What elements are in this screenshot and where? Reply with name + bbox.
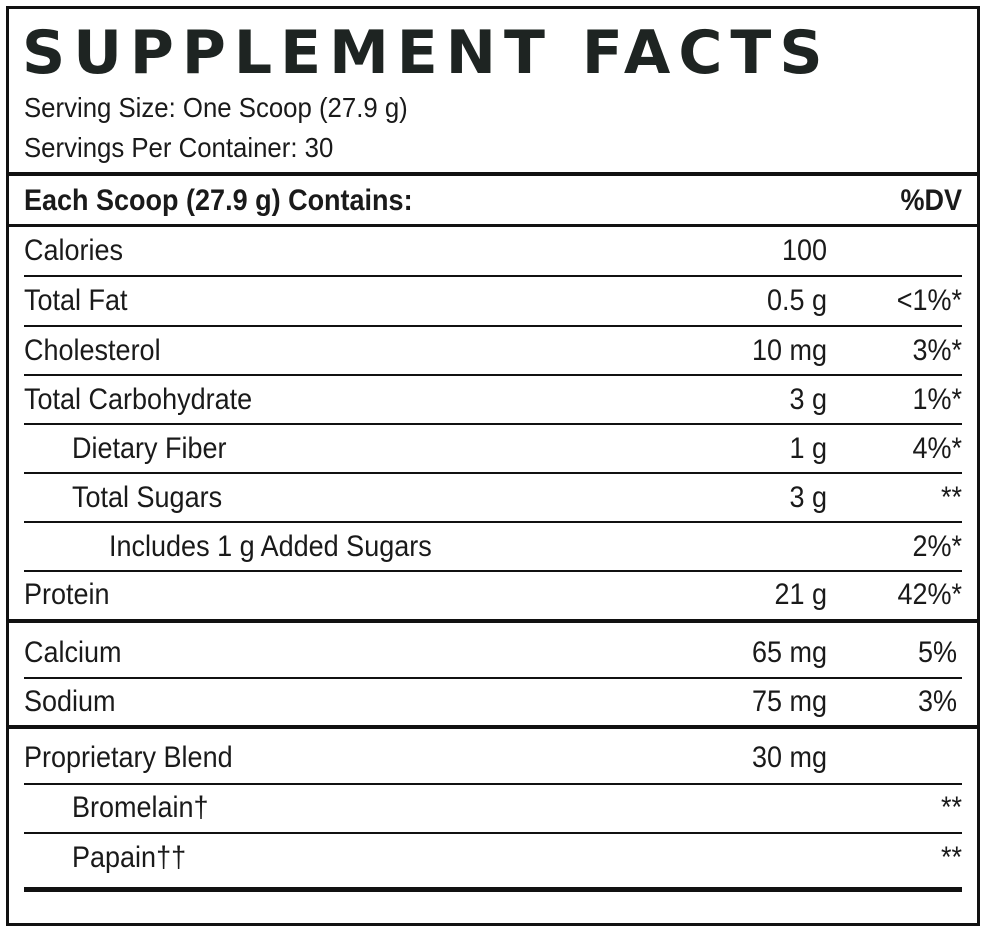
row-amount: 75 mg [751, 685, 827, 718]
serving-size: Serving Size: One Scoop (27.9 g) [24, 92, 408, 123]
row-divider [24, 275, 962, 277]
row-name: Papain†† [72, 841, 187, 874]
row-name: Includes 1 g Added Sugars [109, 530, 432, 563]
table-row: Dietary Fiber 1 g 4%* [9, 427, 977, 471]
row-amount: 1 g [789, 432, 827, 465]
table-row: Proprietary Blend 30 mg [9, 736, 977, 780]
row-dv: 4%* [912, 432, 962, 465]
row-name: Dietary Fiber [72, 432, 227, 465]
row-name: Bromelain† [72, 791, 209, 824]
row-divider [24, 423, 962, 425]
servings-per-container: Servings Per Container: 30 [24, 132, 334, 163]
table-row: Includes 1 g Added Sugars 2%* [9, 525, 977, 569]
supplement-facts-panel: SUPPLEMENT FACTS Serving Size: One Scoop… [6, 6, 980, 926]
row-name: Calories [24, 234, 124, 267]
row-amount: 3 g [789, 481, 827, 514]
row-dv: 3%* [912, 334, 962, 367]
table-row: Total Carbohydrate 3 g 1%* [9, 378, 977, 422]
table-row: Calcium 65 mg 5% [9, 631, 977, 675]
row-name: Total Sugars [72, 481, 223, 514]
row-divider [24, 325, 962, 327]
row-name: Total Carbohydrate [24, 383, 253, 416]
header-dv: %DV [900, 184, 962, 217]
row-name: Protein [24, 578, 110, 611]
row-divider [24, 783, 962, 785]
row-dv: ** [940, 791, 962, 824]
row-dv: <1%* [896, 284, 962, 317]
row-name: Total Fat [24, 284, 128, 317]
bottom-thick-divider [24, 887, 962, 892]
row-divider [24, 570, 962, 572]
row-divider [24, 472, 962, 474]
row-dv: 5% [917, 636, 957, 669]
row-name: Sodium [24, 685, 116, 718]
table-header: Each Scoop (27.9 g) Contains: %DV [9, 179, 977, 223]
table-row: Calories 100 [9, 229, 977, 273]
row-divider [24, 374, 962, 376]
table-row: Sodium 75 mg 3% [9, 680, 977, 724]
row-dv: ** [940, 481, 962, 514]
table-row: Total Fat 0.5 g <1%* [9, 279, 977, 323]
row-amount: 3 g [789, 383, 827, 416]
row-amount: 30 mg [751, 741, 827, 774]
row-amount: 0.5 g [766, 284, 827, 317]
table-row: Protein 21 g 42%* [9, 573, 977, 617]
row-name: Proprietary Blend [24, 741, 233, 774]
row-amount: 10 mg [751, 334, 827, 367]
row-divider [24, 677, 962, 679]
row-dv: 3% [917, 685, 957, 718]
thick-divider [9, 172, 977, 176]
row-name: Calcium [24, 636, 122, 669]
table-row: Papain†† ** [9, 836, 977, 880]
header-label: Each Scoop (27.9 g) Contains: [24, 184, 413, 217]
row-amount: 21 g [774, 578, 827, 611]
row-divider [24, 832, 962, 834]
row-dv: 42%* [897, 578, 962, 611]
panel-title: SUPPLEMENT FACTS [22, 18, 831, 88]
table-row: Cholesterol 10 mg 3%* [9, 329, 977, 373]
table-row: Total Sugars 3 g ** [9, 476, 977, 520]
row-dv: 1%* [912, 383, 962, 416]
row-dv: 2%* [912, 530, 962, 563]
section-divider [9, 619, 977, 623]
row-name: Cholesterol [24, 334, 161, 367]
row-divider [24, 521, 962, 523]
row-amount: 65 mg [751, 636, 827, 669]
header-divider [9, 224, 977, 227]
table-row: Bromelain† ** [9, 786, 977, 830]
section-divider [9, 725, 977, 729]
row-amount: 100 [781, 234, 827, 267]
row-dv: ** [940, 841, 962, 874]
